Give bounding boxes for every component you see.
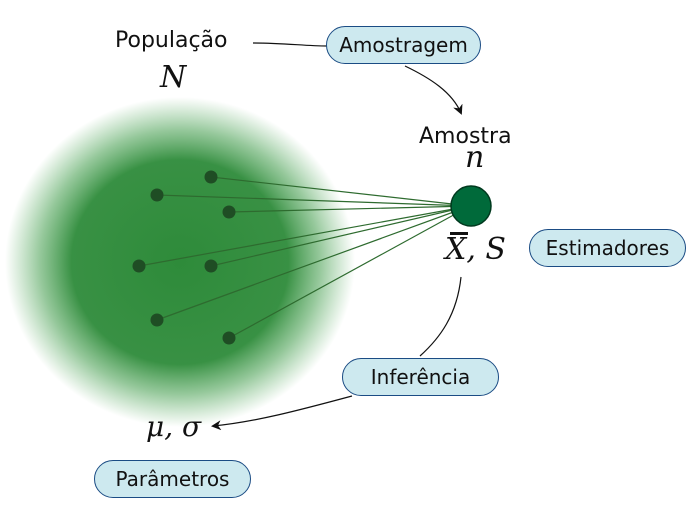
population-point	[204, 259, 218, 273]
sampling-tag: Amostragem	[326, 26, 481, 64]
sampling-arrow	[404, 65, 463, 115]
sample-node	[450, 185, 492, 227]
population-to-sampling-connector	[252, 42, 328, 47]
link-line	[228, 205, 471, 339]
parameters-symbols: μ, σ	[146, 410, 202, 443]
population-point	[132, 259, 146, 273]
population-point	[150, 313, 164, 327]
sample-size-symbol: n	[465, 140, 485, 175]
link-line	[228, 205, 471, 213]
population-cloud	[5, 97, 355, 427]
parameters-tag: Parâmetros	[94, 460, 251, 498]
link-line	[210, 205, 471, 267]
population-point	[222, 331, 236, 345]
population-point	[204, 170, 218, 184]
link-line	[138, 205, 471, 267]
link-line	[210, 176, 471, 207]
mean-overbar	[450, 232, 468, 235]
inference-tag: Inferência	[342, 358, 499, 396]
estimators-tag: Estimadores	[529, 229, 686, 267]
population-size-symbol: N	[160, 60, 187, 95]
population-label: População	[115, 28, 228, 53]
estimators-symbols: X, S	[445, 232, 506, 267]
population-point	[150, 188, 164, 202]
link-line	[156, 205, 471, 321]
inference-arrow	[211, 395, 353, 431]
sample-label: Amostra	[419, 124, 512, 149]
estimators-to-inference-connector	[419, 276, 462, 357]
link-line	[156, 194, 471, 207]
population-point	[222, 205, 236, 219]
population-points	[132, 170, 236, 345]
sampling-links	[138, 176, 471, 339]
